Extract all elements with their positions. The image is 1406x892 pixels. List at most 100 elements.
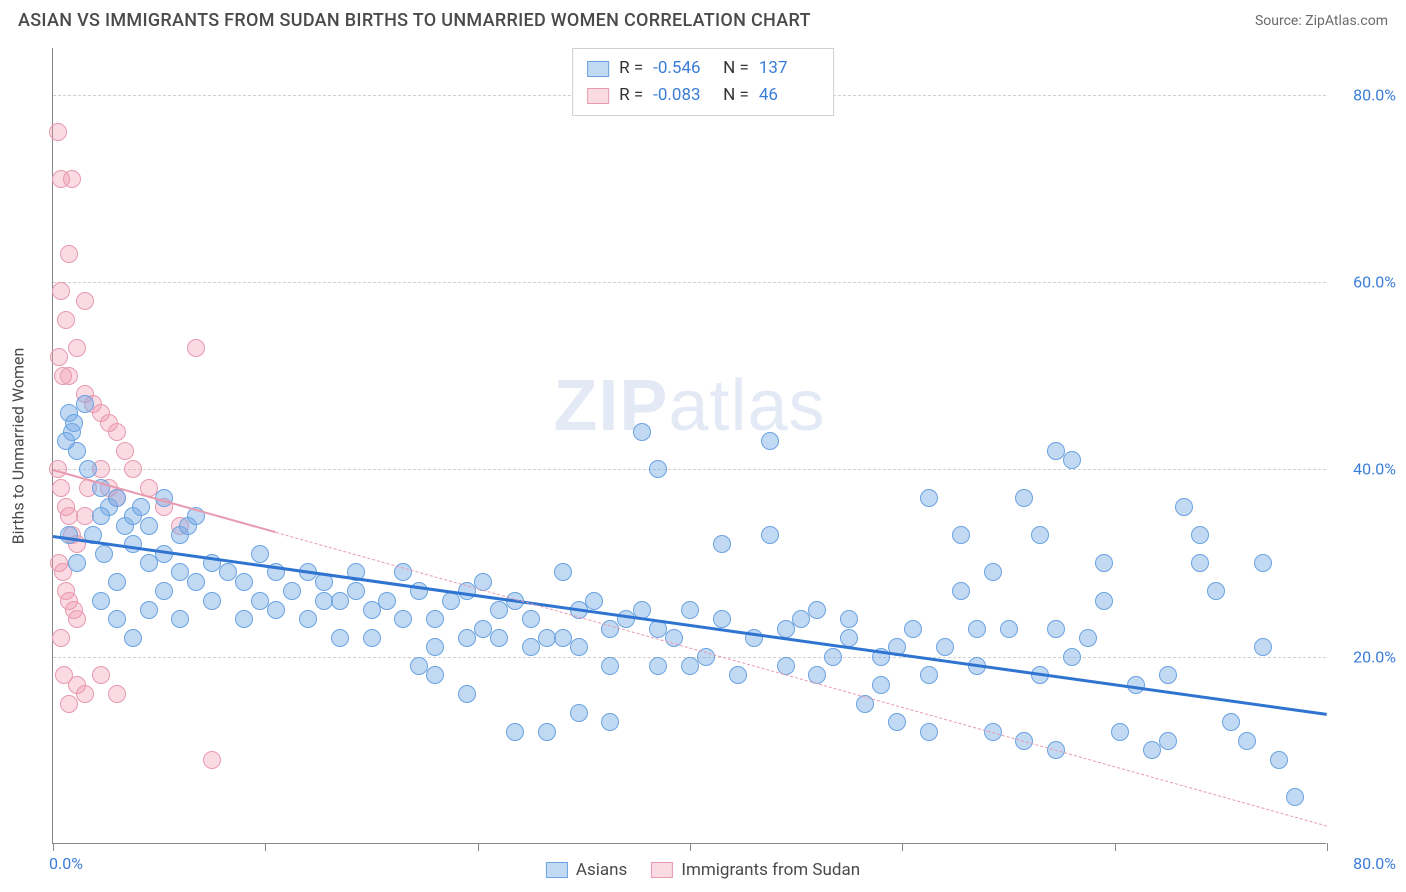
- data-point: [1063, 451, 1081, 469]
- data-point: [522, 638, 540, 656]
- data-point: [968, 620, 986, 638]
- data-point: [251, 545, 269, 563]
- series-legend: AsiansImmigrants from Sudan: [546, 860, 860, 880]
- data-point: [235, 573, 253, 591]
- data-point: [187, 339, 205, 357]
- data-point: [713, 535, 731, 553]
- n-label: N =: [723, 82, 749, 109]
- x-tick-label: 80.0%: [1353, 854, 1396, 873]
- data-point: [601, 657, 619, 675]
- stats-row: R =-0.083N =46: [587, 82, 819, 109]
- data-point: [363, 629, 381, 647]
- data-point: [60, 367, 78, 385]
- gridline: [53, 282, 1326, 283]
- data-point: [108, 573, 126, 591]
- data-point: [49, 123, 67, 141]
- data-point: [1254, 638, 1272, 656]
- data-point: [1238, 732, 1256, 750]
- data-point: [52, 629, 70, 647]
- data-point: [171, 610, 189, 628]
- data-point: [65, 414, 83, 432]
- scatter-chart: ZIPatlas 20.0%40.0%60.0%80.0%0.0%80.0%: [52, 48, 1326, 844]
- data-point: [124, 460, 142, 478]
- chart-title: ASIAN VS IMMIGRANTS FROM SUDAN BIRTHS TO…: [18, 10, 811, 31]
- data-point: [1111, 723, 1129, 741]
- data-point: [1159, 666, 1177, 684]
- data-point: [140, 554, 158, 572]
- data-point: [283, 582, 301, 600]
- data-point: [1191, 554, 1209, 572]
- legend-swatch: [587, 88, 609, 104]
- data-point: [1000, 620, 1018, 638]
- data-point: [52, 479, 70, 497]
- x-tick-mark: [1115, 843, 1116, 851]
- data-point: [347, 582, 365, 600]
- data-point: [140, 517, 158, 535]
- data-point: [649, 460, 667, 478]
- data-point: [92, 592, 110, 610]
- data-point: [792, 610, 810, 628]
- data-point: [952, 526, 970, 544]
- data-point: [1207, 582, 1225, 600]
- data-point: [76, 395, 94, 413]
- data-point: [50, 348, 68, 366]
- data-point: [538, 723, 556, 741]
- data-point: [299, 610, 317, 628]
- data-point: [1015, 489, 1033, 507]
- data-point: [1031, 526, 1049, 544]
- data-point: [1254, 554, 1272, 572]
- data-point: [936, 638, 954, 656]
- data-point: [378, 592, 396, 610]
- data-point: [1191, 526, 1209, 544]
- data-point: [617, 610, 635, 628]
- data-point: [952, 582, 970, 600]
- r-value: -0.546: [653, 55, 713, 82]
- data-point: [108, 685, 126, 703]
- data-point: [116, 442, 134, 460]
- data-point: [92, 507, 110, 525]
- data-point: [1270, 751, 1288, 769]
- data-point: [79, 460, 97, 478]
- legend-swatch: [546, 862, 568, 878]
- data-point: [108, 489, 126, 507]
- data-point: [140, 601, 158, 619]
- header: ASIAN VS IMMIGRANTS FROM SUDAN BIRTHS TO…: [0, 0, 1406, 37]
- y-tick-label: 80.0%: [1336, 85, 1396, 104]
- data-point: [458, 685, 476, 703]
- stats-row: R =-0.546N =137: [587, 55, 819, 82]
- x-tick-mark: [53, 843, 54, 851]
- data-point: [426, 666, 444, 684]
- watermark: ZIPatlas: [553, 365, 825, 447]
- r-label: R =: [619, 55, 643, 82]
- data-point: [490, 601, 508, 619]
- data-point: [52, 282, 70, 300]
- source-label: Source: ZipAtlas.com: [1255, 13, 1388, 29]
- data-point: [920, 489, 938, 507]
- x-tick-mark: [690, 843, 691, 851]
- data-point: [458, 629, 476, 647]
- x-tick-mark: [1327, 843, 1328, 851]
- data-point: [840, 610, 858, 628]
- data-point: [585, 592, 603, 610]
- data-point: [649, 657, 667, 675]
- data-point: [1079, 629, 1097, 647]
- data-point: [1095, 554, 1113, 572]
- data-point: [76, 292, 94, 310]
- data-point: [132, 498, 150, 516]
- x-tick-label: 0.0%: [49, 854, 83, 873]
- legend-label: Immigrants from Sudan: [681, 860, 860, 880]
- stats-legend: R =-0.546N =137R =-0.083N =46: [572, 48, 834, 116]
- data-point: [681, 601, 699, 619]
- data-point: [426, 610, 444, 628]
- data-point: [777, 620, 795, 638]
- data-point: [1175, 498, 1193, 516]
- data-point: [1143, 741, 1161, 759]
- data-point: [331, 592, 349, 610]
- data-point: [108, 423, 126, 441]
- data-point: [203, 751, 221, 769]
- data-point: [1047, 620, 1065, 638]
- data-point: [57, 432, 75, 450]
- r-label: R =: [619, 82, 643, 109]
- data-point: [984, 563, 1002, 581]
- data-point: [267, 601, 285, 619]
